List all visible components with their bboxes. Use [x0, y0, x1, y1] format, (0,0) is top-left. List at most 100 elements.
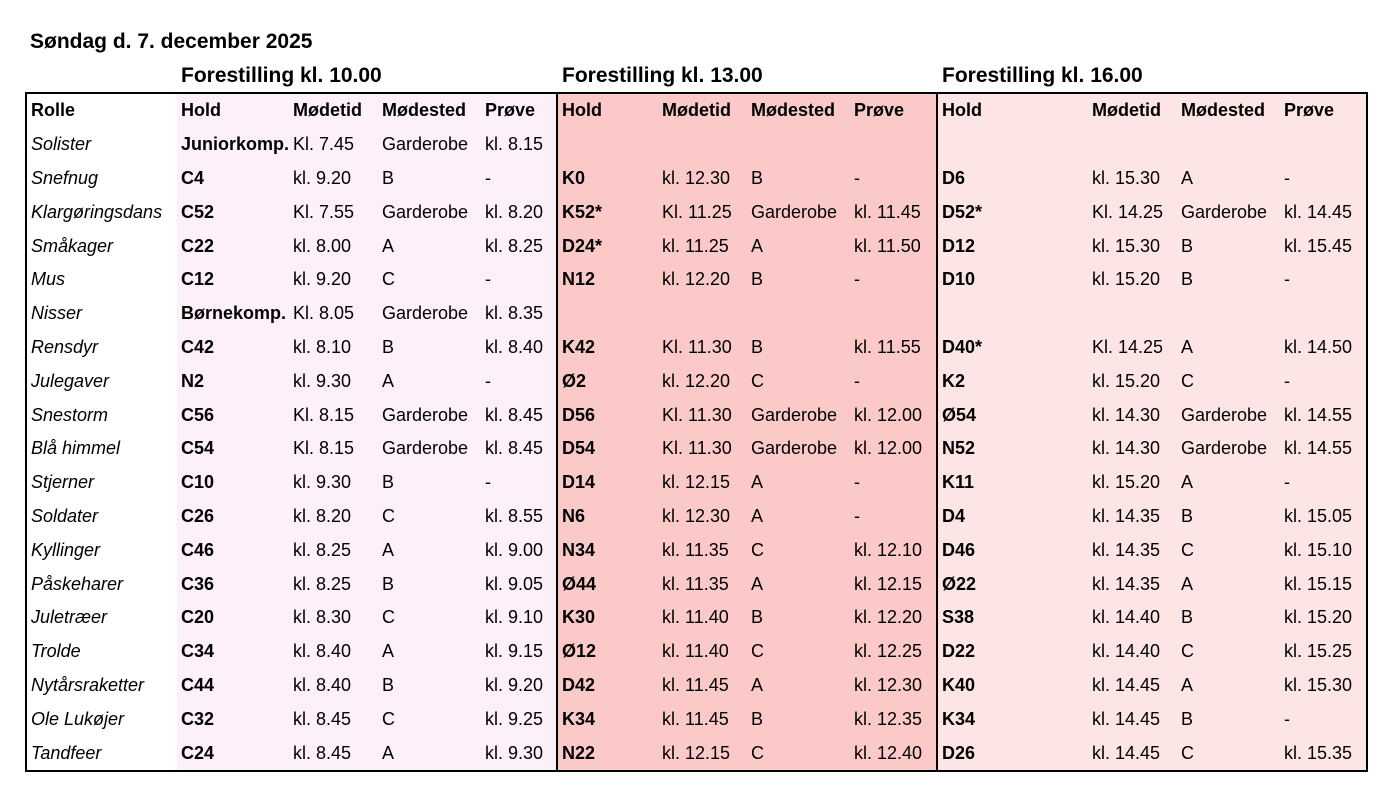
hold-cell: K52*	[556, 195, 659, 230]
modetid-cell: kl. 12.30	[658, 499, 748, 534]
role-cell: Snefnug	[31, 167, 99, 188]
role-cell: Nisser	[31, 303, 83, 324]
modetid-cell	[658, 296, 748, 331]
modetid-cell: kl. 14.40	[1088, 600, 1178, 635]
modetid-cell: Kl. 14.25	[1088, 330, 1178, 365]
hold-cell	[936, 127, 1089, 162]
prove-cell: kl. 8.15	[481, 127, 558, 162]
role-cell: Ole Lukøjer	[31, 708, 125, 729]
modested-cell: B	[747, 262, 851, 297]
modested-cell: A	[1177, 330, 1281, 365]
modetid-cell	[1088, 296, 1178, 331]
hold-cell: C32	[177, 702, 290, 737]
prove-cell: -	[481, 364, 558, 399]
modested-cell: C	[1177, 364, 1281, 399]
modetid-cell: kl. 12.15	[658, 465, 748, 500]
role-cell: Blå himmel	[31, 438, 121, 459]
hold-cell	[936, 296, 1089, 331]
modested-cell	[1177, 296, 1281, 331]
schedule-table: Rolle Hold Mødetid Mødested Prøve Hold M…	[25, 92, 1369, 772]
modested-cell: C	[747, 634, 851, 669]
hold-cell: D40*	[936, 330, 1089, 365]
modested-cell: A	[1177, 668, 1281, 703]
table-row: Mus C12 kl. 9.20 C - N12 kl. 12.20 B - D10 kl. 15.…	[26, 262, 1368, 297]
prove-cell: kl. 9.10	[481, 600, 558, 635]
page-title: Søndag d. 7. december 2025	[30, 30, 313, 53]
modested-cell: C	[747, 736, 851, 771]
col-header-modested: Mødested	[378, 93, 482, 128]
prove-cell: kl. 12.40	[850, 736, 938, 771]
modested-cell: Garderobe	[378, 296, 482, 331]
prove-cell: kl. 15.45	[1280, 229, 1368, 263]
hold-cell: C4	[177, 161, 290, 196]
modested-cell: C	[1177, 634, 1281, 669]
modetid-cell: kl. 8.40	[289, 668, 379, 703]
modetid-cell: kl. 14.35	[1088, 499, 1178, 534]
modested-cell: A	[378, 229, 482, 263]
hold-cell: C36	[177, 567, 290, 601]
table-row: Snefnug C4 kl. 9.20 B - K0 kl. 12.30 B - D6 kl. 15…	[26, 161, 1368, 196]
hold-cell: K40	[936, 668, 1089, 703]
modetid-cell: kl. 11.40	[658, 634, 748, 669]
prove-cell: kl. 15.35	[1280, 736, 1368, 771]
prove-cell: -	[850, 262, 938, 297]
modested-cell: B	[1177, 702, 1281, 737]
modetid-cell	[658, 127, 748, 162]
prove-cell: kl. 12.25	[850, 634, 938, 669]
hold-cell: N6	[556, 499, 659, 534]
hold-cell: K30	[556, 600, 659, 635]
modetid-cell: kl. 11.45	[658, 668, 748, 703]
modetid-cell: Kl. 8.15	[289, 398, 379, 432]
modested-cell: C	[378, 262, 482, 297]
modetid-cell: kl. 14.45	[1088, 702, 1178, 737]
modested-cell: C	[378, 702, 482, 737]
prove-cell: kl. 11.45	[850, 195, 938, 230]
modetid-cell: kl. 11.25	[658, 229, 748, 263]
prove-cell: -	[1280, 364, 1368, 399]
modetid-cell: Kl. 7.55	[289, 195, 379, 230]
modested-cell: Garderobe	[378, 398, 482, 432]
role-cell: Nytårsraketter	[31, 674, 145, 695]
hold-cell: N12	[556, 262, 659, 297]
hold-cell	[556, 296, 659, 331]
modetid-cell: kl. 14.35	[1088, 533, 1178, 568]
hold-cell: Ø12	[556, 634, 659, 669]
modetid-cell: kl. 8.25	[289, 533, 379, 568]
modetid-cell: Kl. 11.30	[658, 330, 748, 365]
prove-cell: kl. 8.55	[481, 499, 558, 534]
prove-cell: kl. 12.35	[850, 702, 938, 737]
modetid-cell: kl. 8.45	[289, 736, 379, 771]
modested-cell: Garderobe	[747, 398, 851, 432]
modested-cell: B	[747, 161, 851, 196]
hold-cell: C10	[177, 465, 290, 500]
modetid-cell: kl. 8.25	[289, 567, 379, 601]
prove-cell	[850, 127, 938, 162]
modested-cell: Garderobe	[378, 127, 482, 162]
role-cell: Soldater	[31, 505, 99, 526]
prove-cell: kl. 11.50	[850, 229, 938, 263]
prove-cell: kl. 12.00	[850, 398, 938, 432]
prove-cell: kl. 14.55	[1280, 398, 1368, 432]
hold-cell: Ø54	[936, 398, 1089, 432]
hold-cell: C46	[177, 533, 290, 568]
col-header-modested: Mødested	[747, 93, 851, 128]
show-header-1300: Forestilling kl. 13.00	[562, 64, 763, 87]
prove-cell	[1280, 127, 1368, 162]
modetid-cell: Kl. 8.05	[289, 296, 379, 331]
table-row: Stjerner C10 kl. 9.30 B - D14 kl. 12.15 A - K11 kl…	[26, 465, 1368, 500]
hold-cell: K11	[936, 465, 1089, 500]
modetid-cell: kl. 9.30	[289, 465, 379, 500]
col-header-rolle: Rolle	[31, 100, 76, 121]
modested-cell: C	[378, 600, 482, 635]
role-cell: Småkager	[31, 235, 114, 256]
hold-cell: D52*	[936, 195, 1089, 230]
modetid-cell: kl. 14.30	[1088, 398, 1178, 432]
table-row: Klargøringsdans C52 Kl. 7.55 Garderobe kl. 8…	[26, 195, 1368, 230]
